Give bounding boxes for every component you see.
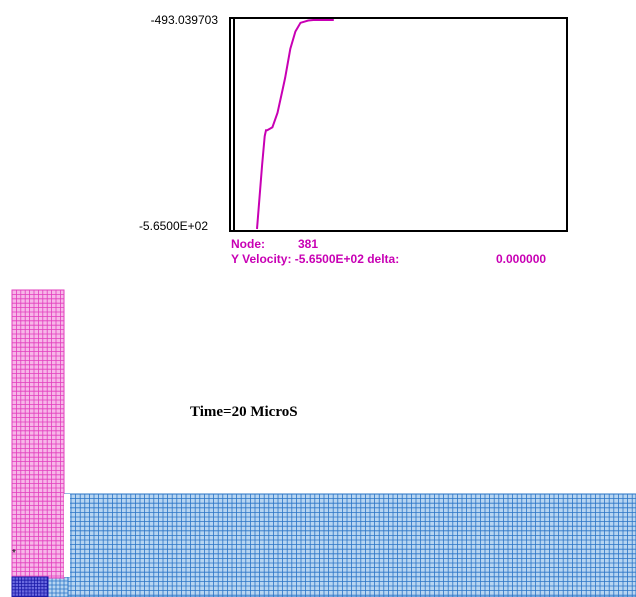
impactor-mesh xyxy=(11,289,65,579)
y-max-label: -493.039703 xyxy=(150,13,218,27)
base-plate-mesh xyxy=(47,493,636,597)
y-velocity-series-line xyxy=(256,19,334,230)
impact-zone-mesh xyxy=(11,576,49,597)
node-label: Node: xyxy=(231,237,265,251)
delta-value: 0.000000 xyxy=(496,252,547,266)
velocity-readout: Y Velocity: -5.6500E+02 delta: xyxy=(231,252,400,266)
plot-axis-line xyxy=(233,19,235,230)
node-value: 381 xyxy=(298,237,319,251)
plot-canvas xyxy=(256,19,334,230)
time-history-plot xyxy=(229,17,568,232)
base-plate-contact-mesh xyxy=(47,576,69,597)
contact-gap xyxy=(64,494,70,577)
time-label: Time=20 MicroS xyxy=(190,404,298,420)
node-marker: * xyxy=(12,548,16,559)
y-min-label: -5.6500E+02 xyxy=(138,219,208,233)
